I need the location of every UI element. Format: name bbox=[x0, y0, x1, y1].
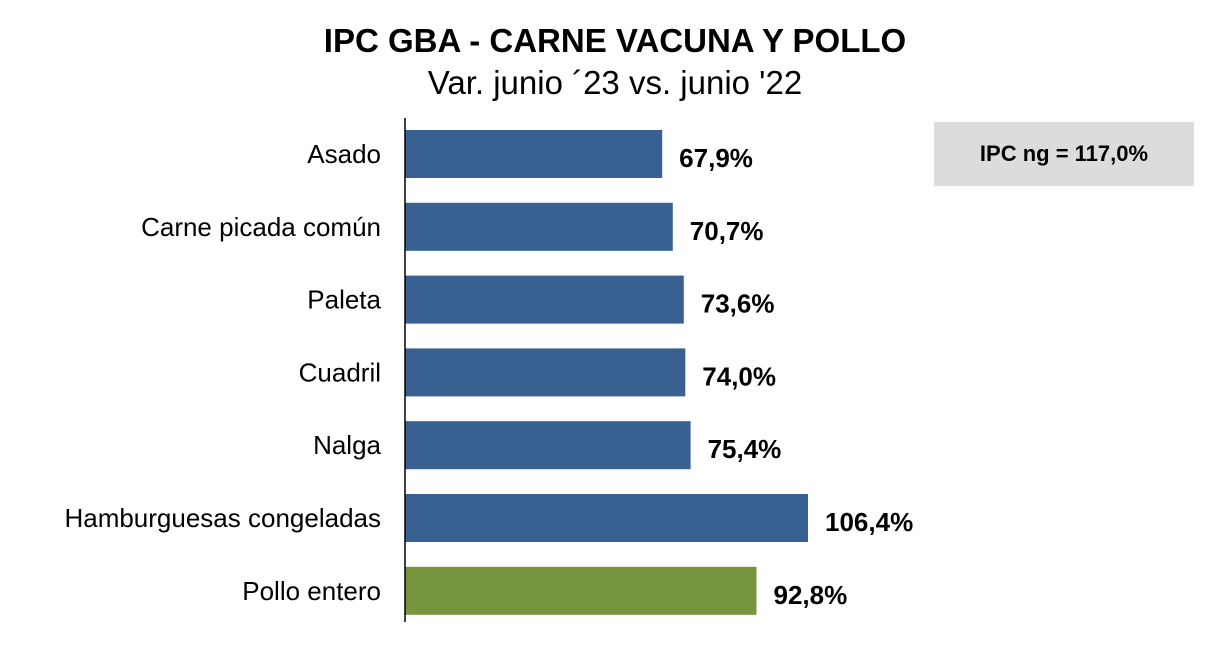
category-label-2: Paleta bbox=[307, 285, 381, 315]
ipc-annotation-text: IPC ng = 117,0% bbox=[979, 141, 1149, 166]
bar-1 bbox=[405, 202, 673, 251]
category-label-4: Nalga bbox=[313, 430, 381, 460]
chart-title: IPC GBA - CARNE VACUNA Y POLLO bbox=[323, 22, 907, 59]
bar-3 bbox=[405, 348, 686, 397]
category-label-1: Carne picada común bbox=[141, 212, 381, 242]
value-label-1: 70,7% bbox=[690, 216, 764, 246]
value-label-5: 106,4% bbox=[825, 507, 913, 537]
category-label-0: Asado bbox=[307, 139, 381, 169]
value-label-0: 67,9% bbox=[679, 143, 753, 173]
value-label-6: 92,8% bbox=[773, 580, 847, 610]
bars-layer: Asado 67,9% Carne picada común 70,7% Paleta 7… bbox=[64, 130, 913, 615]
category-label-6: Pollo entero bbox=[242, 576, 381, 606]
value-label-3: 74,0% bbox=[702, 361, 776, 391]
bar-0 bbox=[405, 130, 663, 178]
bar-2 bbox=[405, 275, 684, 324]
category-label-3: Cuadril bbox=[299, 357, 381, 387]
bar-6 bbox=[405, 566, 757, 615]
chart-subtitle: Var. junio ´23 vs. junio '22 bbox=[427, 64, 803, 101]
ipc-annotation-box: IPC ng = 117,0% bbox=[934, 122, 1194, 186]
category-label-5: Hamburguesas congeladas bbox=[64, 503, 381, 533]
bar-4 bbox=[405, 421, 691, 470]
value-label-2: 73,6% bbox=[701, 289, 775, 319]
bar-5 bbox=[405, 494, 808, 542]
value-label-4: 75,4% bbox=[708, 434, 782, 464]
